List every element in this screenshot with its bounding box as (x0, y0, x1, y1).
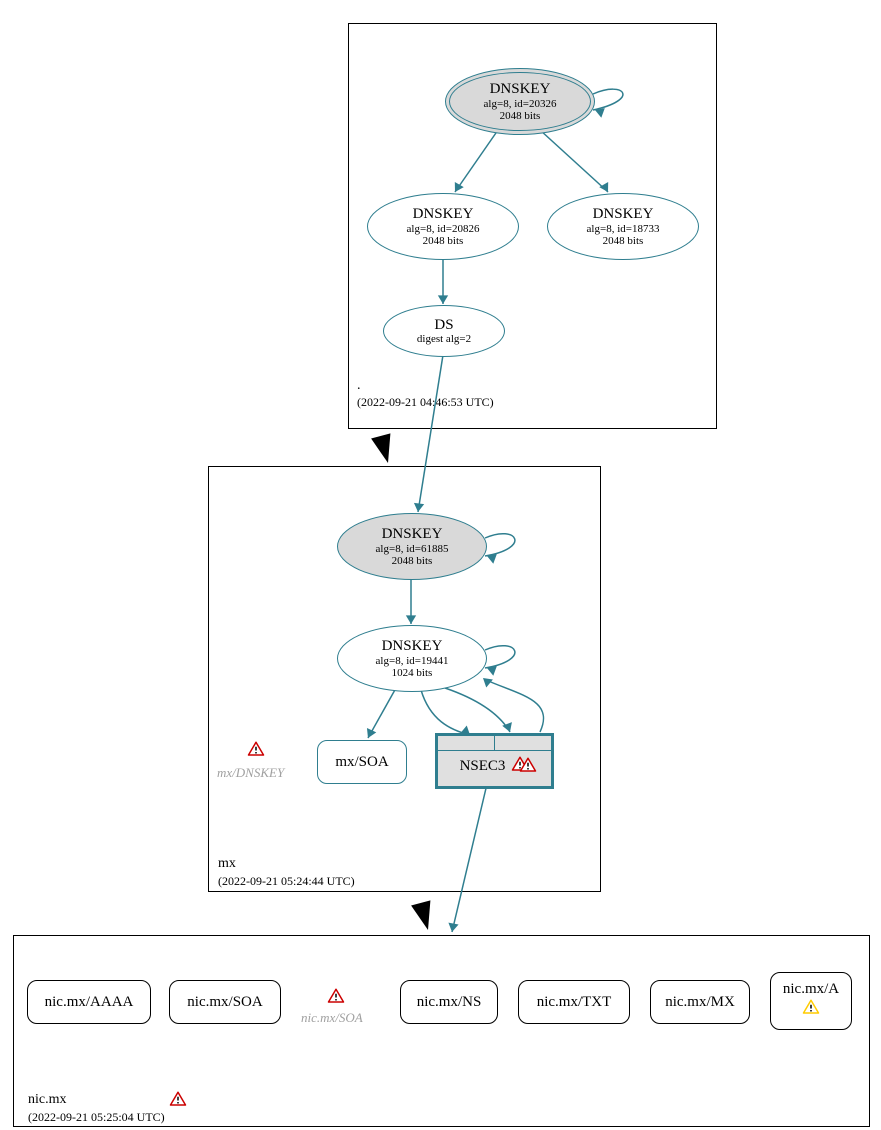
node-mx-dnskey-missing: mx/DNSKEY (217, 765, 284, 781)
zone-label-root: . (357, 378, 361, 394)
warning-icon (519, 756, 537, 779)
node-sub1: digest alg=2 (417, 333, 471, 345)
node-sub2: 2048 bits (423, 235, 464, 247)
node-nicmx-ns[interactable]: nic.mx/NS (400, 980, 498, 1024)
node-mx-soa[interactable]: mx/SOA (317, 740, 407, 784)
nsec3-top-decor (438, 736, 551, 751)
node-label: nic.mx/AAAA (45, 994, 134, 1011)
node-title: DNSKEY (382, 526, 443, 543)
node-sub1: alg=8, id=20826 (407, 223, 480, 235)
node-label: nic.mx/MX (665, 994, 735, 1011)
node-sub1: alg=8, id=19441 (376, 655, 449, 667)
node-dnskey-mx-ksk[interactable]: DNSKEY alg=8, id=61885 2048 bits (337, 513, 487, 580)
warning-icon (247, 740, 265, 763)
zone-ts-mx: (2022-09-21 05:24:44 UTC) (218, 874, 355, 889)
zone-box-nicmx (13, 935, 870, 1127)
node-label: nic.mx/A (783, 981, 839, 998)
node-sub1: alg=8, id=61885 (376, 543, 449, 555)
node-label: nic.mx/SOA (187, 994, 262, 1011)
node-label: mx/SOA (335, 754, 388, 771)
node-nicmx-soa[interactable]: nic.mx/SOA (169, 980, 281, 1024)
node-sub1: alg=8, id=20326 (484, 98, 557, 110)
zone-ts-root: (2022-09-21 04:46:53 UTC) (357, 395, 494, 410)
zone-ts-nicmx: (2022-09-21 05:25:04 UTC) (28, 1110, 165, 1125)
node-sub2: 2048 bits (603, 235, 644, 247)
node-nicmx-aaaa[interactable]: nic.mx/AAAA (27, 980, 151, 1024)
node-sub2: 1024 bits (392, 667, 433, 679)
node-sub2: 2048 bits (392, 555, 433, 567)
node-ds-root[interactable]: DS digest alg=2 (383, 305, 505, 357)
node-label: NSEC3 (460, 758, 506, 775)
warning-icon (802, 998, 820, 1021)
node-sub2: 2048 bits (500, 110, 541, 122)
node-title: DNSKEY (413, 206, 474, 223)
node-nicmx-txt[interactable]: nic.mx/TXT (518, 980, 630, 1024)
node-dnskey-root-zsk1[interactable]: DNSKEY alg=8, id=20826 2048 bits (367, 193, 519, 260)
warning-icon (327, 987, 345, 1010)
node-nicmx-soa-missing: nic.mx/SOA (301, 1010, 363, 1026)
zone-label-nicmx: nic.mx (28, 1092, 67, 1108)
node-label: nic.mx/NS (417, 994, 482, 1011)
zone-label-mx: mx (218, 856, 236, 872)
node-title: DNSKEY (382, 638, 443, 655)
node-dnskey-root-zsk2[interactable]: DNSKEY alg=8, id=18733 2048 bits (547, 193, 699, 260)
node-sub1: alg=8, id=18733 (587, 223, 660, 235)
node-nicmx-a[interactable]: nic.mx/A (770, 972, 852, 1030)
node-dnskey-mx-zsk[interactable]: DNSKEY alg=8, id=19441 1024 bits (337, 625, 487, 692)
node-title: DNSKEY (490, 81, 551, 98)
node-title: DS (434, 317, 453, 334)
node-label: nic.mx/TXT (537, 994, 612, 1011)
node-nicmx-mx[interactable]: nic.mx/MX (650, 980, 750, 1024)
warning-icon (169, 1090, 187, 1113)
node-dnskey-root-ksk[interactable]: DNSKEY alg=8, id=20326 2048 bits (445, 68, 595, 135)
node-title: DNSKEY (593, 206, 654, 223)
